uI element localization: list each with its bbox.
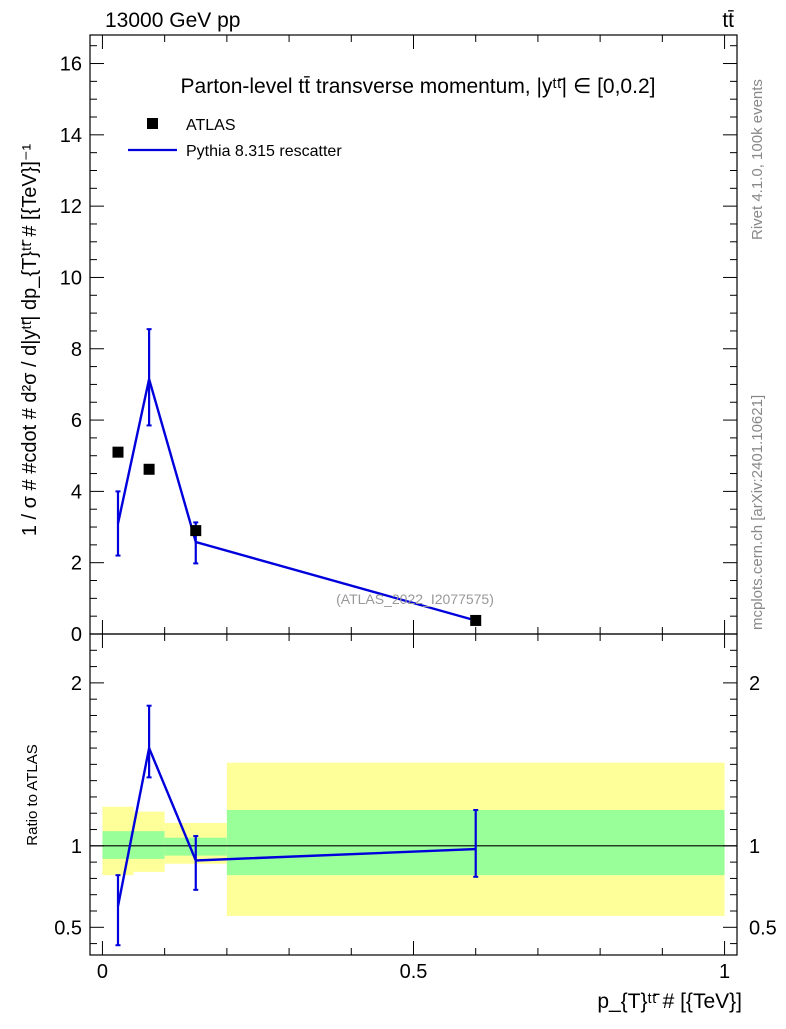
main-y-tick-label: 4	[71, 481, 82, 503]
legend: ATLAS Pythia 8.315 rescatter	[128, 117, 342, 160]
main-panel-data-points	[112, 446, 482, 626]
main-chart-title: Parton-level tt̄ transverse momentum, |y…	[181, 75, 656, 98]
legend-atlas-marker	[147, 118, 158, 129]
atlas-data-point-0	[112, 446, 124, 458]
main-y-axis-label: 1 / σ # #cdot # d²σ / d|yᵗᵗ̄| dp_{T}ᵗᵗ̄ …	[19, 144, 41, 537]
main-y-tick-label: 12	[60, 196, 82, 218]
ratio-y-tick-label-left: 0.5	[54, 917, 82, 939]
ratio-mc-line	[116, 743, 476, 907]
ratio-line-path	[116, 743, 476, 907]
main-y-tick-label: 0	[71, 624, 82, 646]
ratio-y-tick-label-left: 1	[71, 836, 82, 858]
rivet-version-label: Rivet 4.1.0, 100k events	[749, 79, 766, 240]
ratio-y-tick-label-right: 1	[749, 836, 760, 858]
main-y-tick-label: 2	[71, 553, 82, 575]
ratio-y-tick-label-right: 0.5	[749, 917, 777, 939]
mcplots-reference-label: mcplots.cern.ch [arXiv:2401.10621]	[749, 395, 766, 630]
header-energy-label: 13000 GeV pp	[105, 9, 240, 32]
ratio-y-axis-label: Ratio to ATLAS	[24, 744, 41, 845]
ratio-y-tick-label-left: 2	[71, 673, 82, 695]
main-y-tick-label: 6	[71, 410, 82, 432]
atlas-data-point-1	[143, 463, 155, 475]
main-panel-mc-errorbars	[115, 328, 479, 623]
main-panel-frame: 0 2 4 6 8 10 12 14 16	[60, 34, 738, 646]
atlas-data-point-2	[190, 525, 202, 537]
ratio-inner-band-1	[133, 831, 165, 859]
analysis-watermark: (ATLAS_2022_I2077575)	[336, 591, 494, 607]
ratio-y-tick-label-right: 2	[749, 673, 760, 695]
mc-line-path	[116, 378, 477, 622]
ratio-mc-errorbars	[115, 704, 479, 947]
main-y-tick-label: 16	[60, 54, 82, 76]
main-y-tick-label: 8	[71, 339, 82, 361]
x-tick-label: 0	[97, 961, 108, 983]
main-y-tick-label: 14	[60, 125, 82, 147]
atlas-data-point-3	[470, 614, 482, 626]
x-tick-label: 1	[719, 961, 730, 983]
main-panel-mc-line	[116, 378, 477, 622]
x-tick-label: 0.5	[400, 961, 428, 983]
legend-mc-label: Pythia 8.315 rescatter	[186, 143, 342, 160]
ratio-panel-frame: 0.5 0.5 1 1 2 2 0 0.5 1	[54, 633, 777, 983]
legend-atlas-label: ATLAS	[186, 117, 236, 134]
x-axis-label: p_{T}ᵗᵗ̄ # [{TeV}]	[597, 990, 742, 1013]
main-y-tick-label: 10	[60, 267, 82, 289]
header-process-label: tt̄	[722, 9, 734, 32]
